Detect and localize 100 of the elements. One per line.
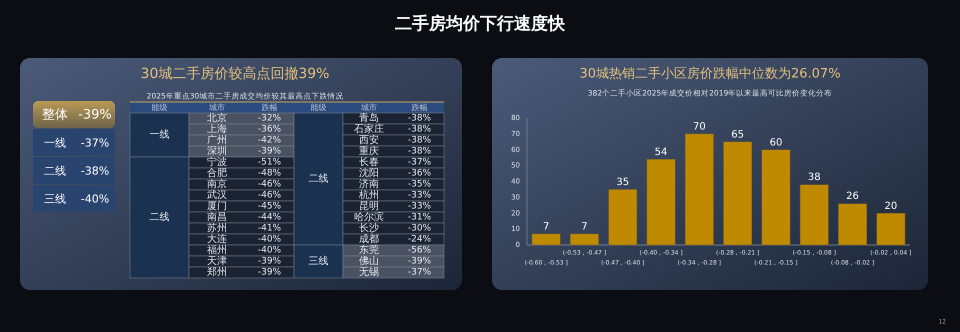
text: -44% [258, 212, 282, 222]
text: -36% [408, 168, 432, 178]
text: -32% [258, 114, 282, 124]
bar [684, 134, 714, 246]
text: -56% [408, 246, 432, 256]
chart-title: 30城热销二手小区房价跌幅中位数为26.07% [579, 66, 841, 82]
text: -37% [408, 158, 432, 168]
text: 青岛 [359, 112, 379, 124]
text: -40% [258, 246, 282, 256]
text: -39% [408, 256, 432, 266]
text: 城市 [360, 103, 377, 112]
text: 二线 [308, 172, 328, 184]
text: -37% [408, 268, 432, 278]
data-label: 7 [581, 221, 588, 232]
text: -46% [258, 180, 282, 190]
text: -51% [258, 158, 282, 168]
text: 二线 [44, 164, 66, 178]
text: 长春 [359, 156, 379, 168]
text: -38% [80, 164, 110, 178]
text: -45% [258, 202, 282, 212]
text: -48% [258, 168, 282, 178]
text: 能级 [152, 103, 168, 112]
bar [838, 203, 867, 246]
data-label: 20 [884, 200, 898, 212]
text: -38% [408, 124, 432, 134]
text: 昆明 [359, 201, 379, 212]
text: 二线 [150, 211, 170, 223]
text: 佛山 [359, 255, 379, 267]
data-label: 70 [692, 121, 706, 132]
text: 城市 [208, 103, 225, 112]
text: 跌幅 [262, 103, 278, 112]
text: 郑州 [207, 266, 227, 278]
text: -35% [408, 180, 432, 190]
text: 一线 [150, 128, 170, 140]
text: -33% [408, 190, 432, 200]
text: -38% [408, 114, 432, 124]
text: -39% [258, 256, 282, 266]
text: -37% [80, 136, 110, 150]
text: 重庆 [359, 145, 379, 157]
text: 三线 [44, 192, 66, 206]
text: 福州 [207, 244, 227, 256]
text: 南昌 [207, 211, 227, 223]
text: 长沙 [359, 222, 379, 234]
text: 北京 [207, 112, 227, 124]
text: -39% [78, 108, 112, 122]
text: 天津 [207, 255, 227, 267]
text: 整体 [42, 108, 68, 122]
data-label: 60 [770, 137, 782, 148]
text: -42% [258, 136, 282, 146]
text: 大连 [207, 233, 227, 245]
text: -38% [408, 136, 432, 146]
text: 跌幅 [412, 103, 428, 112]
text: 宁波 [207, 156, 227, 168]
text: 哈尔滨 [354, 211, 384, 223]
text: 三线 [308, 255, 328, 267]
text: 厦门 [207, 200, 227, 212]
data-label: 54 [654, 146, 668, 158]
text: 西安 [359, 134, 379, 146]
text: 成都 [359, 233, 379, 245]
data-label: 26 [846, 191, 859, 202]
text: -39% [258, 268, 282, 278]
bar [608, 189, 638, 246]
bar [570, 234, 599, 246]
data-label: 38 [808, 172, 821, 184]
bar [762, 150, 790, 246]
text: 东莞 [359, 244, 379, 256]
text: 苏州 [207, 222, 227, 234]
text: 深圳 [207, 145, 227, 157]
data-label: 7 [542, 221, 550, 232]
text: -40% [258, 234, 282, 244]
bar [532, 234, 561, 246]
text: 二手房均价下行速度快 [395, 14, 566, 34]
text: 合肥 [207, 167, 227, 179]
text: -30% [408, 224, 432, 234]
text: -39% [258, 146, 282, 156]
text: 南京 [207, 178, 227, 190]
text: 无锡 [359, 267, 379, 278]
text: -31% [408, 212, 432, 222]
text: 能级 [310, 103, 326, 112]
bar [800, 184, 829, 246]
text: 武汉 [207, 189, 227, 201]
text: -38% [408, 146, 432, 156]
data-label: 65 [731, 129, 744, 140]
text: -36% [258, 124, 282, 134]
data-label: 35 [616, 176, 630, 188]
text: 杭州 [358, 189, 379, 201]
text: 沈阳 [359, 167, 379, 179]
text: -46% [258, 190, 282, 200]
text: 济南 [359, 178, 379, 190]
text: 广州 [207, 134, 227, 146]
bar [876, 213, 906, 246]
text: -40% [80, 192, 110, 206]
text: 上海 [207, 123, 227, 135]
text: 30城二手房价较高点回撤39% [140, 66, 330, 82]
text: 石家庄 [354, 123, 384, 135]
bar [723, 142, 752, 246]
text: -33% [408, 202, 432, 212]
text: 一线 [44, 136, 66, 150]
bar [646, 159, 676, 246]
text: -41% [258, 224, 282, 234]
